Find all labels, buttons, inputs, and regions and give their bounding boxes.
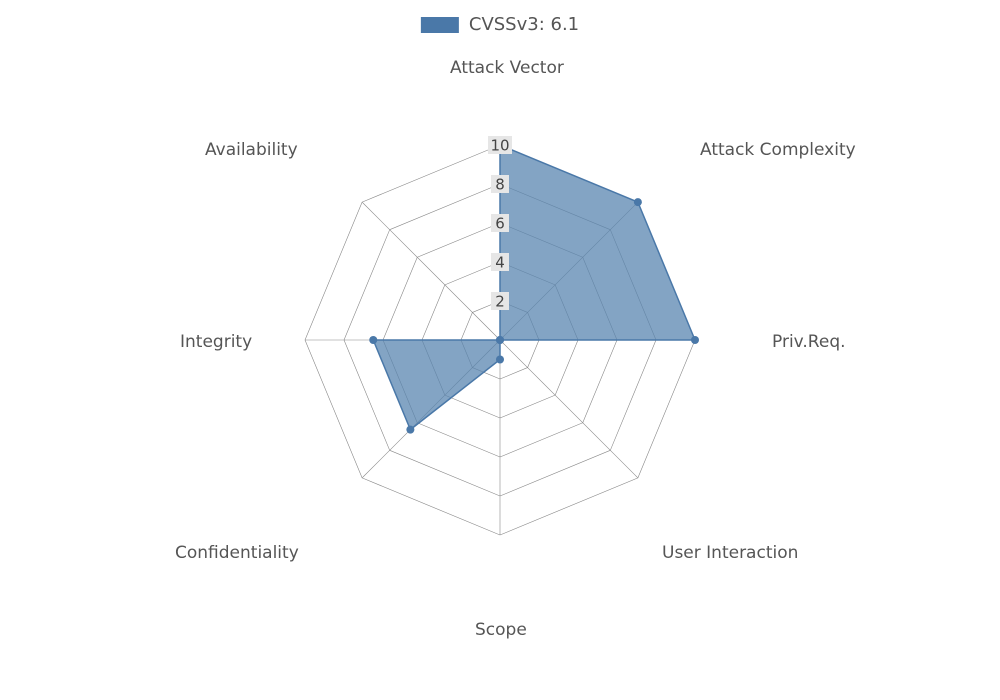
svg-text:2: 2 bbox=[495, 293, 505, 311]
radar-svg: 2 4 6 8 10 bbox=[0, 0, 1000, 700]
axis-label-2: Priv.Req. bbox=[772, 332, 846, 352]
axis-label-7: Availability bbox=[205, 140, 298, 160]
svg-text:4: 4 bbox=[495, 254, 505, 272]
axis-label-6: Integrity bbox=[180, 332, 252, 352]
axis-label-5: Confidentiality bbox=[175, 543, 299, 563]
radar-chart: CVSSv3: 6.1 246810 Attack Vector Attack … bbox=[0, 0, 1000, 700]
axis-label-4: Scope bbox=[475, 620, 527, 640]
axis-label-0: Attack Vector bbox=[450, 58, 564, 78]
axis-label-1: Attack Complexity bbox=[700, 140, 856, 160]
axis-label-3: User Interaction bbox=[662, 543, 798, 563]
svg-text:6: 6 bbox=[495, 215, 505, 233]
svg-text:8: 8 bbox=[495, 176, 505, 194]
svg-text:10: 10 bbox=[490, 137, 509, 155]
